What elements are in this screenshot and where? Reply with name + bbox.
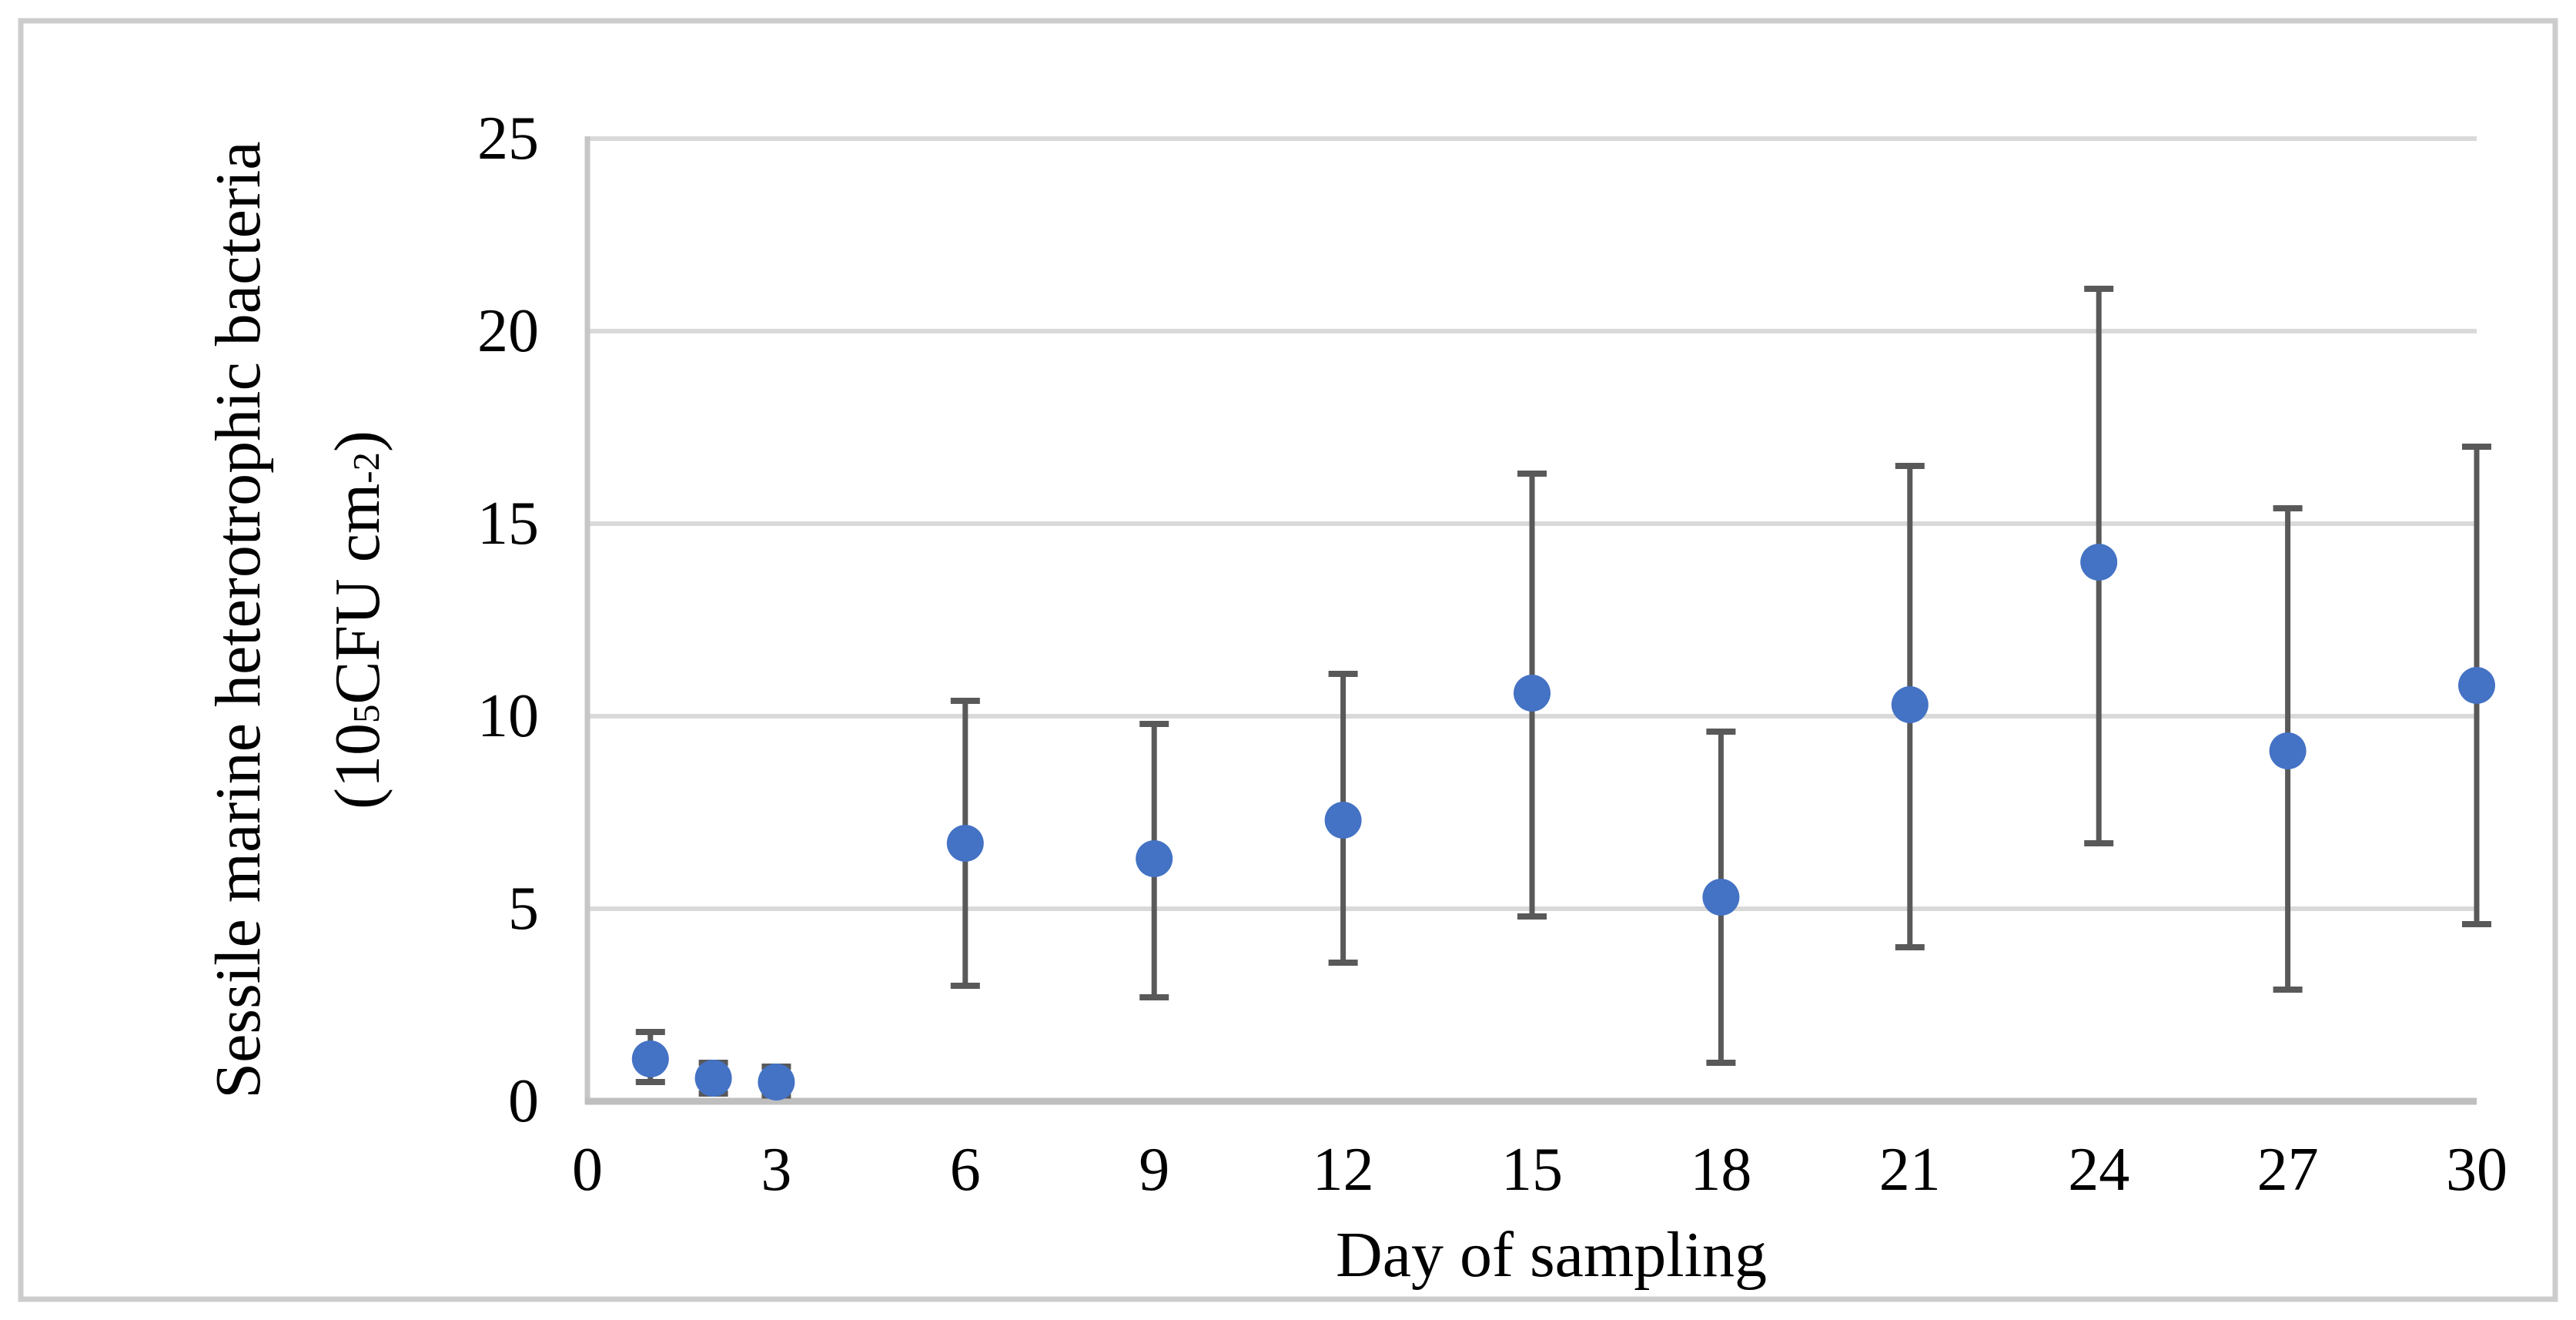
x-tick-label-0: 0 <box>572 1136 603 1204</box>
x-tick-label-21: 21 <box>1879 1136 1941 1204</box>
data-point-day-9 <box>1136 840 1173 877</box>
y-axis-title-superscript-5: 5 <box>346 704 387 723</box>
figure-border <box>18 18 2558 1302</box>
x-tick-label-18: 18 <box>1690 1136 1751 1204</box>
data-point-day-15 <box>1514 675 1551 712</box>
y-axis-title-line2: (105CFU cm-2) <box>322 431 393 809</box>
data-point-day-12 <box>1324 802 1362 839</box>
data-point-day-1 <box>631 1040 669 1077</box>
data-point-day-18 <box>1702 879 1740 916</box>
data-point-day-30 <box>2458 667 2495 704</box>
x-tick-label-6: 6 <box>950 1136 981 1204</box>
y-tick-label-20: 20 <box>477 297 539 365</box>
x-tick-label-12: 12 <box>1313 1136 1374 1204</box>
data-point-day-2 <box>694 1060 732 1097</box>
x-axis-title: Day of sampling <box>1336 1219 1767 1291</box>
data-point-day-27 <box>2269 732 2307 769</box>
data-point-day-6 <box>946 825 984 862</box>
data-point-day-21 <box>1891 686 1929 723</box>
y-tick-label-10: 10 <box>477 682 539 750</box>
x-tick-label-3: 3 <box>761 1136 791 1204</box>
y-axis-title-line1: Sessile marine heterotrophic bacteria <box>202 141 274 1099</box>
x-tick-label-9: 9 <box>1139 1136 1169 1204</box>
y-axis-title-superscript-minus2: -2 <box>346 452 387 484</box>
y-tick-label-25: 25 <box>477 105 539 173</box>
data-point-day-24 <box>2080 544 2118 581</box>
data-point-day-3 <box>758 1064 795 1101</box>
x-tick-label-15: 15 <box>1501 1136 1563 1204</box>
y-axis-title-line2-mid: CFU cm <box>322 483 393 705</box>
x-tick-label-30: 30 <box>2446 1136 2507 1204</box>
x-tick-label-27: 27 <box>2257 1136 2319 1204</box>
y-axis-title-line2-open: (10 <box>322 722 393 809</box>
y-tick-label-0: 0 <box>508 1067 539 1135</box>
y-tick-label-15: 15 <box>477 490 539 558</box>
x-tick-label-24: 24 <box>2068 1136 2129 1204</box>
y-tick-label-5: 5 <box>508 875 539 943</box>
y-axis-title-line2-close: ) <box>322 431 393 453</box>
